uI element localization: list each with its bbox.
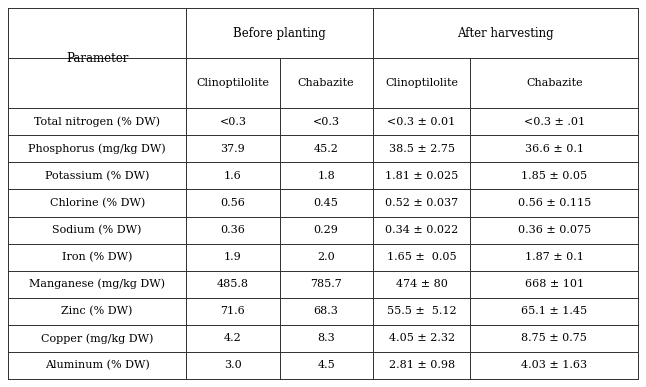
- Text: Chlorine (% DW): Chlorine (% DW): [50, 198, 145, 208]
- Text: 1.87 ± 0.1: 1.87 ± 0.1: [525, 252, 583, 262]
- Text: <0.3 ± 0.01: <0.3 ± 0.01: [388, 117, 455, 127]
- Text: 785.7: 785.7: [310, 279, 342, 289]
- Text: 1.8: 1.8: [317, 171, 335, 181]
- Text: 4.05 ± 2.32: 4.05 ± 2.32: [388, 333, 455, 343]
- Text: 1.85 ± 0.05: 1.85 ± 0.05: [521, 171, 587, 181]
- Text: 0.36 ± 0.075: 0.36 ± 0.075: [517, 225, 591, 235]
- Text: 668 ± 101: 668 ± 101: [525, 279, 584, 289]
- Text: Before planting: Before planting: [233, 27, 326, 39]
- Text: Aluminum (% DW): Aluminum (% DW): [45, 360, 149, 371]
- Text: Iron (% DW): Iron (% DW): [62, 252, 132, 262]
- Text: 55.5 ±  5.12: 55.5 ± 5.12: [387, 306, 457, 316]
- Text: Chabazite: Chabazite: [298, 78, 355, 88]
- Text: 2.0: 2.0: [317, 252, 335, 262]
- Text: Clinoptilolite: Clinoptilolite: [196, 78, 269, 88]
- Text: 1.65 ±  0.05: 1.65 ± 0.05: [387, 252, 457, 262]
- Text: 2.81 ± 0.98: 2.81 ± 0.98: [388, 360, 455, 370]
- Text: Manganese (mg/kg DW): Manganese (mg/kg DW): [29, 279, 165, 289]
- Text: Potassium (% DW): Potassium (% DW): [45, 171, 149, 181]
- Text: 0.56: 0.56: [220, 198, 245, 208]
- Text: <0.3 ± .01: <0.3 ± .01: [524, 117, 585, 127]
- Text: Chabazite: Chabazite: [526, 78, 583, 88]
- Text: <0.3: <0.3: [313, 117, 340, 127]
- Text: 0.56 ± 0.115: 0.56 ± 0.115: [517, 198, 591, 208]
- Text: 0.36: 0.36: [220, 225, 245, 235]
- Text: 68.3: 68.3: [314, 306, 339, 316]
- Text: 4.5: 4.5: [317, 360, 335, 370]
- Text: 4.03 ± 1.63: 4.03 ± 1.63: [521, 360, 587, 370]
- Text: Zinc (% DW): Zinc (% DW): [61, 306, 133, 317]
- Text: 65.1 ± 1.45: 65.1 ± 1.45: [521, 306, 587, 316]
- Text: Copper (mg/kg DW): Copper (mg/kg DW): [41, 333, 153, 344]
- Text: Clinoptilolite: Clinoptilolite: [385, 78, 458, 88]
- Text: Phosphorus (mg/kg DW): Phosphorus (mg/kg DW): [28, 144, 166, 154]
- Text: Sodium (% DW): Sodium (% DW): [52, 225, 142, 235]
- Text: 0.34 ± 0.022: 0.34 ± 0.022: [385, 225, 458, 235]
- Text: Parameter: Parameter: [66, 51, 129, 65]
- Text: 474 ± 80: 474 ± 80: [395, 279, 448, 289]
- Text: 8.3: 8.3: [317, 333, 335, 343]
- Text: 3.0: 3.0: [224, 360, 242, 370]
- Text: <0.3: <0.3: [220, 117, 246, 127]
- Text: 485.8: 485.8: [217, 279, 249, 289]
- Text: 71.6: 71.6: [220, 306, 245, 316]
- Text: 8.75 ± 0.75: 8.75 ± 0.75: [521, 333, 587, 343]
- Text: After harvesting: After harvesting: [457, 27, 554, 39]
- Text: 1.6: 1.6: [224, 171, 242, 181]
- Text: 0.45: 0.45: [314, 198, 339, 208]
- Text: 36.6 ± 0.1: 36.6 ± 0.1: [525, 144, 584, 154]
- Text: 37.9: 37.9: [220, 144, 245, 154]
- Text: 0.29: 0.29: [314, 225, 339, 235]
- Text: 1.9: 1.9: [224, 252, 242, 262]
- Text: 0.52 ± 0.037: 0.52 ± 0.037: [385, 198, 458, 208]
- Text: 1.81 ± 0.025: 1.81 ± 0.025: [385, 171, 458, 181]
- Text: 38.5 ± 2.75: 38.5 ± 2.75: [389, 144, 455, 154]
- Text: 4.2: 4.2: [224, 333, 242, 343]
- Text: 45.2: 45.2: [314, 144, 339, 154]
- Text: Total nitrogen (% DW): Total nitrogen (% DW): [34, 116, 160, 127]
